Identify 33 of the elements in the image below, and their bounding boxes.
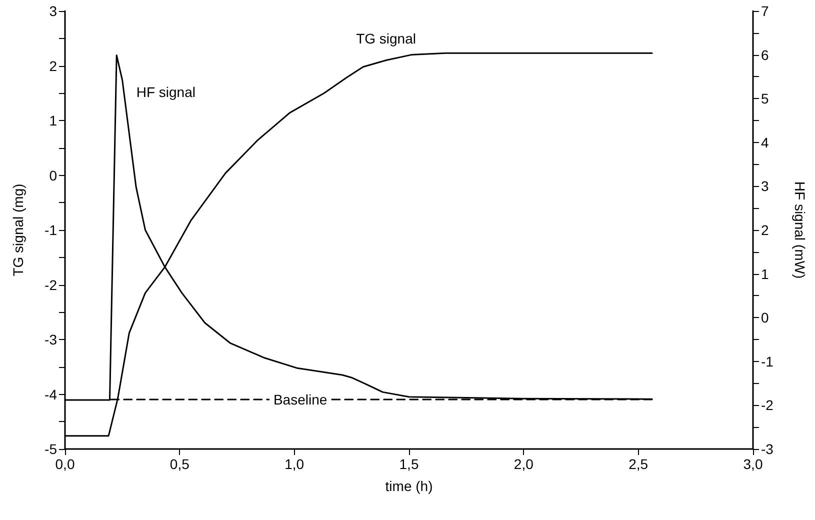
x-tick-label: 2,0 xyxy=(514,456,534,472)
y2-tick-label: 6 xyxy=(761,46,769,63)
y2-tick-label: 2 xyxy=(761,222,769,238)
y2-tick-label: -3 xyxy=(761,441,774,457)
x-tick-label: 3,0 xyxy=(743,456,763,472)
x-axis-title: time (h) xyxy=(385,478,433,494)
x-tick-label: 0,5 xyxy=(170,456,190,472)
y-tick-label: 1 xyxy=(49,112,58,128)
y-tick-label: -5 xyxy=(44,441,58,457)
y2-tick-label: 3 xyxy=(761,178,769,194)
y2-tick-label: 5 xyxy=(761,90,769,107)
y-tick-label: -2 xyxy=(44,276,58,293)
y2-axis-title: HF signal (mW) xyxy=(792,181,808,279)
x-tick-label: 0,0 xyxy=(55,456,75,472)
x-tick-label: 1,5 xyxy=(399,456,419,472)
y-axis-title: TG signal (mg) xyxy=(10,184,26,276)
y-tick-label: -3 xyxy=(44,332,58,348)
series-label: TG signal xyxy=(356,30,416,46)
x-tick-label: 2,5 xyxy=(628,456,648,472)
y2-tick-label: 7 xyxy=(761,3,769,19)
y2-tick-label: -2 xyxy=(761,397,774,414)
y-tick-label: 3 xyxy=(49,3,58,19)
x-tick-label: 1,0 xyxy=(284,456,304,472)
y-tick-label: 2 xyxy=(49,58,58,74)
y-tick-label: -1 xyxy=(44,222,58,238)
series-label: HF signal xyxy=(136,84,196,100)
y-tick-label: -4 xyxy=(44,386,58,402)
y2-tick-label: 4 xyxy=(761,134,769,150)
series-label: Baseline xyxy=(273,392,328,408)
y2-tick-label: 1 xyxy=(761,266,769,282)
y2-tick-label: 0 xyxy=(761,310,769,326)
y2-tick-label: -1 xyxy=(761,353,774,370)
y-tick-label: 0 xyxy=(49,167,58,184)
